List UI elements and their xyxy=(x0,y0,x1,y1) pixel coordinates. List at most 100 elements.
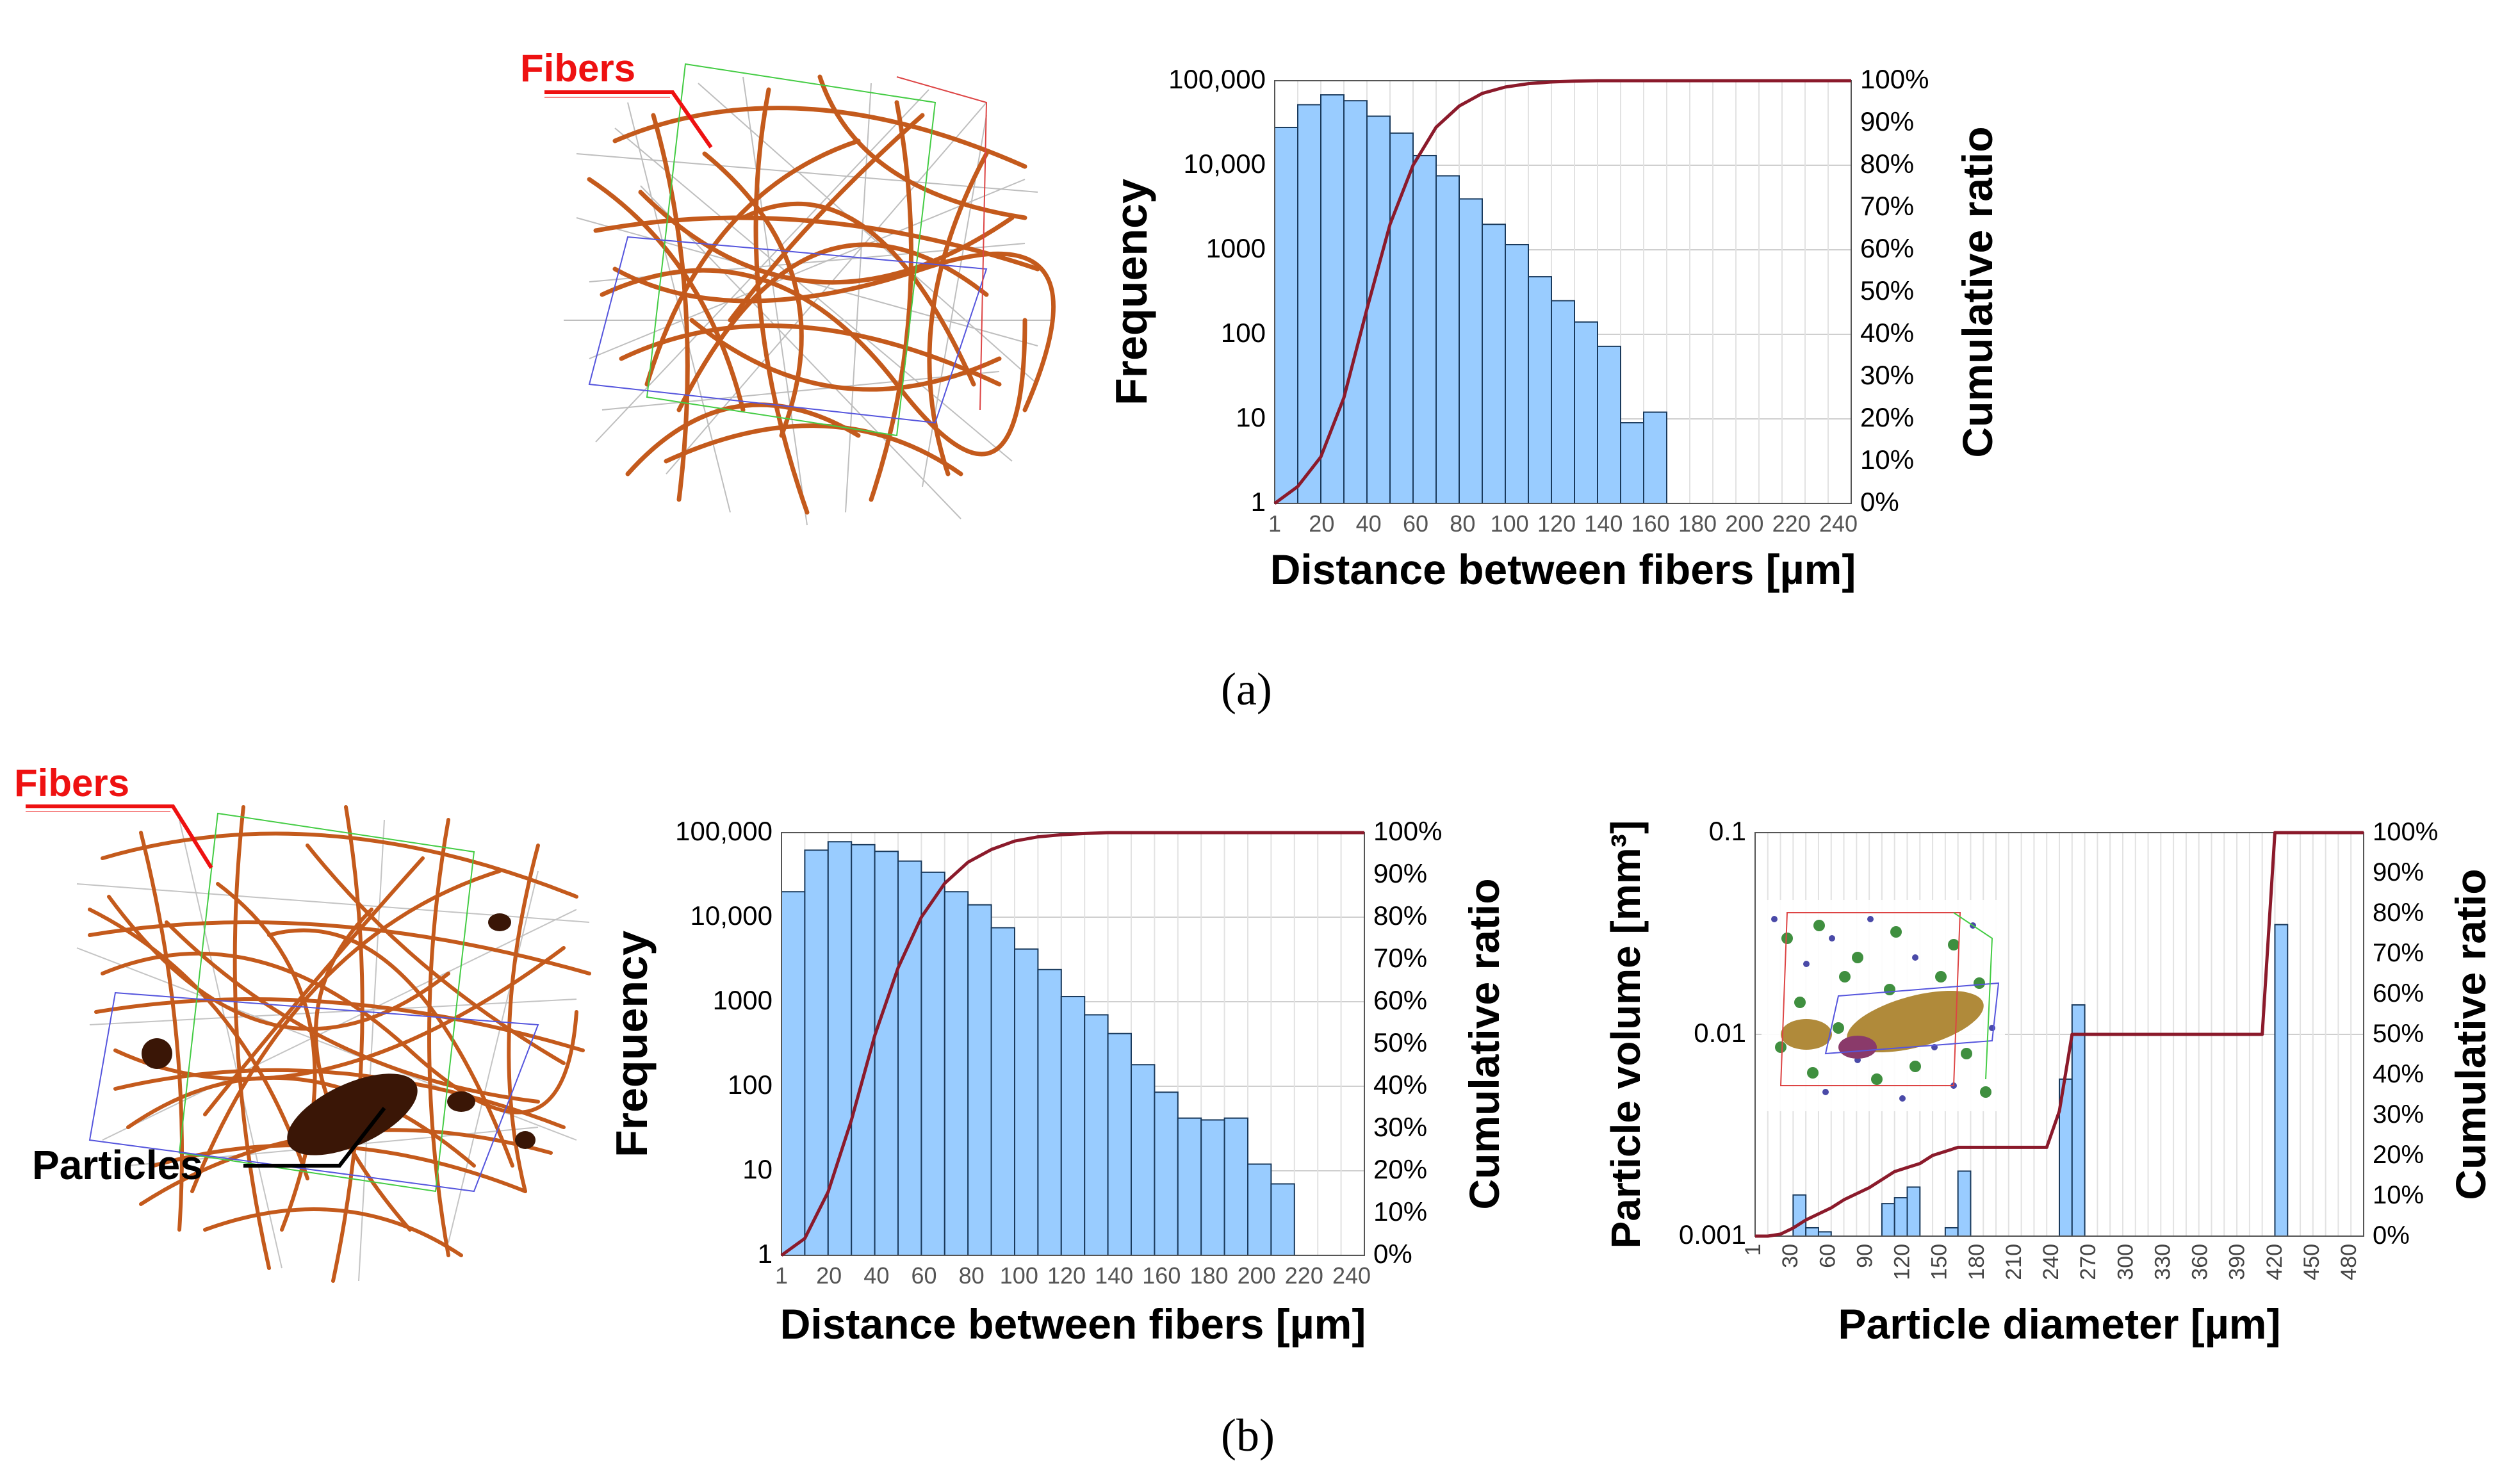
histogram-bar xyxy=(1389,132,1414,504)
inset-particle-large xyxy=(1847,991,1984,1052)
y2-axis-title: Cumulative ratio xyxy=(1954,126,1999,457)
y-axis-title: Particle volume [mm³] xyxy=(1603,820,1649,1249)
histogram-bar xyxy=(967,904,992,1256)
histogram-bar xyxy=(1435,175,1460,504)
histogram-bar xyxy=(897,860,922,1256)
particles-pointer xyxy=(243,1107,386,1168)
y2-axis-title: Cumulative ratio xyxy=(1460,878,1508,1209)
x-tick-label: 20 xyxy=(816,1262,842,1289)
histogram-bar xyxy=(1200,1119,1225,1256)
x-tick-label: 1 xyxy=(775,1262,788,1289)
histogram-bar xyxy=(1805,1227,1819,1237)
histogram-bar xyxy=(1274,126,1298,504)
histogram-bar xyxy=(874,851,899,1256)
inset-box-green xyxy=(1953,912,1993,1080)
particles-label: Particles xyxy=(32,1142,203,1188)
x-tick-label: 240 xyxy=(1332,1262,1371,1289)
inset-box-blue xyxy=(1824,982,2000,1055)
y2-tick-label: 90% xyxy=(2373,858,2424,886)
x-tick-label: 200 xyxy=(1725,510,1763,537)
y-tick-label: 1000 xyxy=(713,985,773,1015)
y2-tick-label: 80% xyxy=(1373,901,1427,931)
histogram-bar xyxy=(1014,948,1039,1257)
histogram-bar xyxy=(1131,1064,1156,1256)
histogram-bar xyxy=(1320,94,1345,504)
inset-particle-green xyxy=(1813,920,1825,931)
histogram-bar xyxy=(1482,224,1506,504)
fibers-pointer-b xyxy=(26,804,213,869)
histogram-bar xyxy=(2071,1004,2086,1237)
histogram-bar xyxy=(1084,1014,1109,1256)
fibers-pointer-a xyxy=(544,90,713,149)
x-tick-label: 40 xyxy=(863,1262,889,1289)
inset-particle-medium xyxy=(1781,1019,1832,1050)
y2-tick-label: 70% xyxy=(1373,943,1427,973)
y-axis-title: Frequency xyxy=(1106,179,1156,405)
histogram-bar xyxy=(1107,1032,1132,1256)
y2-tick-label: 80% xyxy=(2373,899,2424,927)
x-tick-label: 220 xyxy=(1285,1262,1323,1289)
x-tick-label: 140 xyxy=(1584,510,1623,537)
inset-particle-green xyxy=(1852,952,1863,963)
inset-particle-blue xyxy=(1829,935,1835,942)
inset-particle-green xyxy=(1890,926,1902,938)
histogram-bar xyxy=(1177,1117,1202,1256)
x-tick-label: 120 xyxy=(1537,510,1576,537)
y2-tick-label: 40% xyxy=(1373,1070,1427,1100)
histogram-bar xyxy=(1574,321,1598,504)
y-tick-label: 100,000 xyxy=(1168,64,1266,94)
chart-b-distance-histogram: 1 10 100 1000 10,000 100,000 0% 10% 20% 30% 40% 50%… xyxy=(607,816,1508,1348)
histogram-bar xyxy=(990,927,1015,1256)
fibers-label-b: Fibers xyxy=(14,762,130,804)
inset-box-red xyxy=(1779,912,1961,1086)
y2-tick-label: 30% xyxy=(1373,1112,1427,1142)
histogram-bar xyxy=(1643,411,1667,505)
inset-particle-blue xyxy=(1912,954,1918,961)
x-tick-label: 140 xyxy=(1095,1262,1133,1289)
y-tick-label: 0.01 xyxy=(1694,1018,1746,1048)
x-tick-label: 390 xyxy=(2225,1244,2250,1280)
y2-tick-label: 100% xyxy=(1373,816,1442,846)
x-tick-label: 240 xyxy=(1819,510,1858,537)
x-tick-label: 270 xyxy=(2076,1244,2100,1280)
panel-label-a: (a) xyxy=(1221,664,1272,715)
histogram-bar xyxy=(1620,422,1644,504)
x-tick-label: 30 xyxy=(1778,1244,1803,1268)
inset-particle-green xyxy=(1909,1061,1921,1072)
histogram-bar xyxy=(2274,924,2289,1237)
y-tick-label: 100 xyxy=(728,1070,773,1100)
x-tick-label: 240 xyxy=(2039,1244,2063,1280)
x-axis-title: Distance between fibers [µm] xyxy=(780,1300,1366,1348)
y2-tick-label: 30% xyxy=(2373,1100,2424,1129)
y-tick-label: 10 xyxy=(742,1154,773,1184)
y-tick-label: 1000 xyxy=(1206,233,1266,263)
inset-particle-green xyxy=(1807,1067,1819,1079)
y2-tick-label: 60% xyxy=(1860,233,1914,263)
y2-tick-label: 50% xyxy=(2373,1020,2424,1048)
cumulative-ratio-line xyxy=(780,831,1364,1257)
histogram-bar xyxy=(1551,300,1575,504)
x-tick-label: 450 xyxy=(2300,1244,2324,1280)
y2-tick-label: 10% xyxy=(1373,1196,1427,1227)
y2-tick-label: 0% xyxy=(1860,487,1899,517)
x-tick-label: 90 xyxy=(1852,1244,1877,1268)
x-tick-label: 180 xyxy=(1190,1262,1228,1289)
histogram-bar xyxy=(827,841,853,1256)
y2-tick-label: 40% xyxy=(1860,318,1914,348)
y-tick-label: 100,000 xyxy=(675,816,773,846)
x-tick-label: 60 xyxy=(911,1262,936,1289)
y2-tick-label: 50% xyxy=(1373,1027,1427,1057)
x-tick-label: 330 xyxy=(2150,1244,2175,1280)
inset-particle-green xyxy=(1794,997,1806,1008)
fiber-render-a xyxy=(564,63,1056,526)
inset-particle-green xyxy=(1833,1022,1844,1034)
histogram-bar xyxy=(1270,1183,1295,1257)
y2-tick-label: 0% xyxy=(1373,1239,1412,1269)
cumulative-ratio-line xyxy=(1273,79,1851,505)
inset-particle-blue xyxy=(1771,916,1778,922)
histogram-bar xyxy=(1817,1231,1832,1237)
y-tick-label: 0.001 xyxy=(1679,1219,1746,1250)
x-tick-label: 160 xyxy=(1631,510,1670,537)
histogram-bar xyxy=(1893,1197,1908,1237)
x-tick-label: 20 xyxy=(1309,510,1334,537)
